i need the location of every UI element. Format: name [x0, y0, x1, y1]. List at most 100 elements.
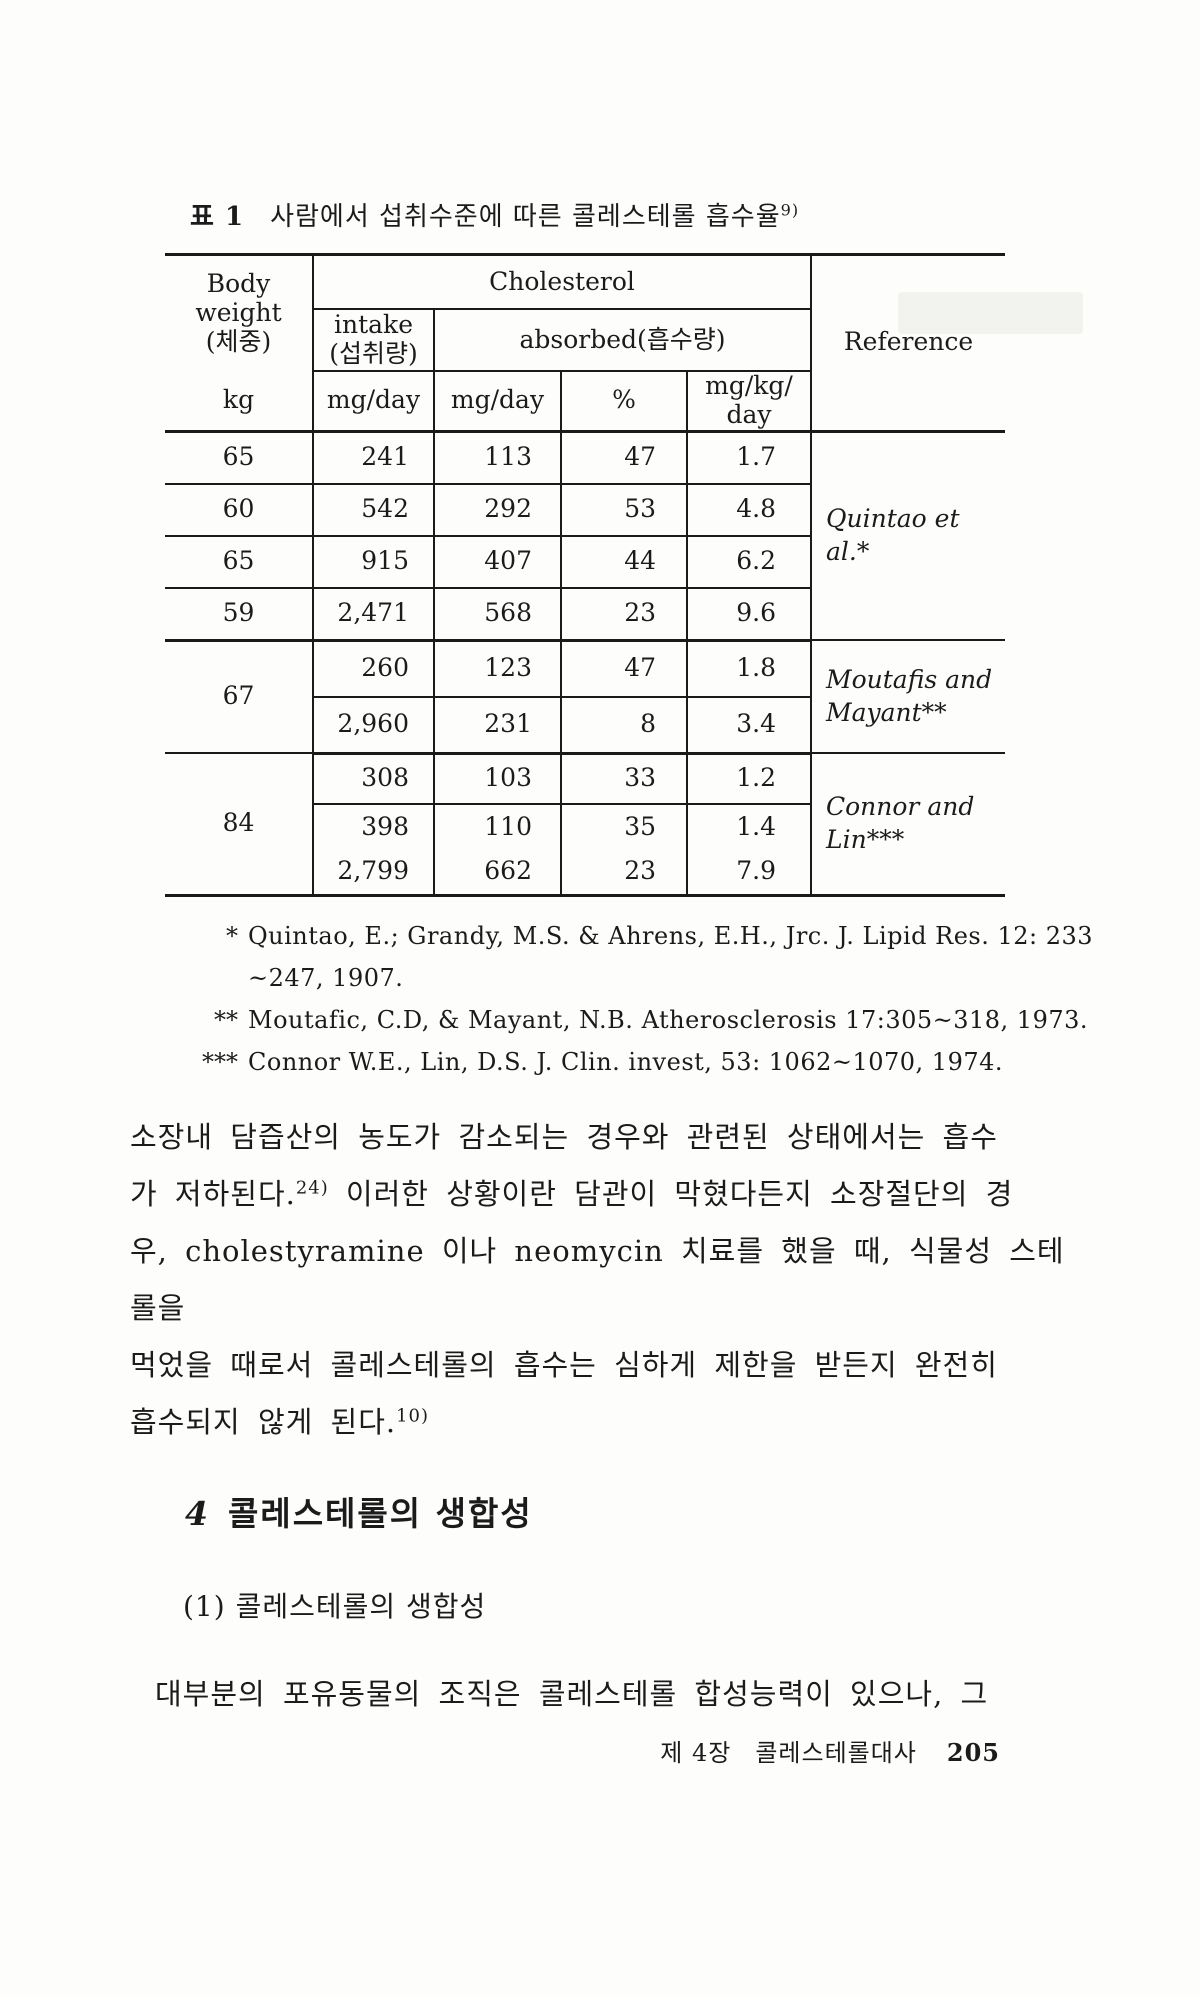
header-body-weight: Body weight (체중) — [165, 254, 314, 371]
header-cholesterol: Cholesterol — [313, 254, 811, 310]
header-body-weight-ko: (체중) — [205, 326, 272, 356]
absorbed-mg-cell: 110 — [434, 803, 562, 850]
header-row-units: kg mg/day mg/day % mg/kg/ day — [165, 371, 1005, 433]
paragraph-text: 이러한 상황이란 담관이 막혔다든지 소장절단의 경 — [328, 1176, 1014, 1211]
reference-line2: Mayant** — [826, 697, 947, 727]
intake-cell: 915 — [313, 535, 435, 589]
absorbed-mg-cell: 662 — [434, 849, 562, 895]
header-body-weight-en: Body weight — [195, 269, 282, 328]
table-footnotes: * Quintao, E.; Grandy, M.S. & Ahrens, E.… — [134, 915, 1200, 1083]
section-title: 콜레스테롤의 생합성 — [227, 1493, 533, 1533]
footnote: * Quintao, E.; Grandy, M.S. & Ahrens, E.… — [134, 915, 1200, 957]
table-caption-text: 사람에서 섭취수준에 따른 콜레스테롤 흡수율 — [270, 202, 781, 232]
kg-cell: 84 — [165, 753, 314, 896]
absorbed-mg-cell: 103 — [434, 753, 562, 805]
footnote-text: Connor W.E., Lin, D.S. J. Clin. invest, … — [248, 1047, 1004, 1076]
absorbed-mg-cell: 292 — [434, 483, 562, 537]
absorbed-mgkg-cell: 9.6 — [687, 587, 812, 642]
paragraph-line: 흡수되지 않게 된다.10) — [130, 1394, 1080, 1451]
kg-cell: 67 — [165, 640, 314, 754]
reference-line1: Moutafis and — [826, 665, 993, 694]
footnote-text: Moutafic, C.D, & Mayant, N.B. Atheroscle… — [248, 1005, 1089, 1034]
subsection-heading: (1) 콜레스테롤의 생합성 — [183, 1589, 487, 1623]
unit-mgkgday-line1: mg/kg/ — [705, 371, 793, 400]
table-row: 2,799 662 23 7.9 — [165, 849, 1005, 895]
absorbed-pct-cell: 23 — [561, 849, 688, 895]
footnote-text: ~247, 1907. — [248, 963, 404, 992]
reference-cell: Quintao et al.* — [811, 431, 1005, 641]
header-intake-ko: (섭취량) — [329, 339, 418, 368]
absorbed-mgkg-cell: 1.8 — [687, 640, 812, 698]
footnote: *** Connor W.E., Lin, D.S. J. Clin. inve… — [134, 1041, 1200, 1083]
absorbed-mgkg-cell: 3.4 — [687, 696, 812, 755]
table-row: 59 2,471 568 23 9.6 — [165, 587, 1005, 642]
footnote-marker: *** — [202, 1047, 238, 1076]
footnote-text: Quintao, E.; Grandy, M.S. & Ahrens, E.H.… — [248, 921, 1094, 950]
paragraph-line: 가 저하된다.24) 이러한 상황이란 담관이 막혔다든지 소장절단의 경 — [130, 1166, 1080, 1223]
absorbed-mgkg-cell: 1.4 — [687, 803, 812, 850]
scanned-book-page: 표 1 사람에서 섭취수준에 따른 콜레스테롤 흡수율9) Body weight… — [0, 196, 1200, 1996]
intake-cell: 2,960 — [313, 696, 435, 755]
reference-cell: Moutafis and Mayant** — [811, 640, 1005, 754]
footer-chapter: 제 4장 — [660, 1738, 732, 1767]
table-row: 60 542 292 53 4.8 — [165, 483, 1005, 537]
absorbed-mg-cell: 568 — [434, 587, 562, 642]
intake-cell: 2,799 — [313, 849, 435, 895]
absorbed-mgkg-cell: 1.2 — [687, 753, 812, 805]
absorbed-mg-cell: 231 — [434, 696, 562, 755]
intake-cell: 398 — [313, 803, 435, 850]
paragraph-line: 먹었을 때로서 콜레스테롤의 흡수는 심하게 제한을 받든지 완전히 — [130, 1347, 998, 1382]
table-row: 67 260 123 47 1.8 Moutafis and Mayant** — [165, 640, 1005, 754]
unit-intake-mgday: mg/day — [312, 371, 434, 433]
header-intake-en: intake — [334, 310, 413, 340]
body-paragraph-2: 대부분의 포유동물의 조직은 콜레스테롤 합성능력이 있으나, 그 — [155, 1676, 989, 1711]
absorbed-mgkg-cell: 6.2 — [687, 535, 812, 589]
intake-cell: 2,471 — [313, 587, 435, 642]
absorbed-pct-cell: 47 — [561, 431, 688, 485]
page-number: 205 — [946, 1737, 1000, 1767]
header-row-2: intake (섭취량) absorbed(흡수량) — [165, 309, 1005, 372]
absorbed-mg-cell: 407 — [434, 535, 562, 589]
kg-cell: 65 — [165, 535, 314, 589]
absorbed-pct-cell: 35 — [561, 803, 688, 850]
kg-cell: 59 — [165, 587, 314, 642]
reference-line2: Lin*** — [826, 824, 905, 854]
absorbed-pct-cell: 44 — [561, 535, 688, 589]
absorbed-pct-cell: 47 — [561, 640, 688, 698]
table-row: 398 110 35 1.4 — [165, 803, 1005, 850]
kg-cell: 60 — [165, 483, 314, 537]
table-row: 84 308 103 33 1.2 Connor and Lin*** — [165, 753, 1005, 896]
intake-cell: 308 — [313, 753, 435, 805]
paragraph-line: 소장내 담즙산의 농도가 감소되는 경우와 관련된 상태에서는 흡수 — [130, 1119, 998, 1154]
footnote-ref-10: 10) — [396, 1404, 429, 1426]
absorbed-mgkg-cell: 7.9 — [687, 849, 812, 895]
absorbed-mg-cell: 123 — [434, 640, 562, 698]
footnote-continuation: ~247, 1907. — [134, 957, 1200, 999]
absorbed-pct-cell: 23 — [561, 587, 688, 642]
footnote: ** Moutafic, C.D, & Mayant, N.B. Atheros… — [134, 999, 1200, 1041]
unit-absorbed-mgday: mg/day — [433, 371, 561, 433]
footnote-marker — [134, 957, 238, 999]
header-reference: Reference — [810, 254, 1005, 433]
header-intake: intake (섭취량) — [313, 309, 435, 372]
header-absorbed: absorbed(흡수량) — [434, 309, 811, 372]
reference-cell: Connor and Lin*** — [811, 753, 1005, 896]
table-caption-label: 표 1 — [190, 202, 245, 232]
absorbed-pct-cell: 53 — [561, 483, 688, 537]
table-row: 65 241 113 47 1.7 Quintao et al.* — [165, 431, 1005, 641]
section-number: 4 — [185, 1493, 210, 1533]
absorbed-mg-cell: 113 — [434, 431, 562, 485]
paragraph-text: 흡수되지 않게 된다. — [130, 1404, 397, 1439]
absorbed-mgkg-cell: 1.7 — [687, 431, 812, 485]
kg-cell: 65 — [165, 431, 314, 485]
absorbed-pct-cell: 33 — [561, 753, 688, 805]
unit-mgkgday-line2: day — [726, 399, 772, 429]
table-caption-footref: 9) — [780, 200, 800, 220]
header-row-1: Body weight (체중) Cholesterol Reference — [165, 254, 1005, 433]
paragraph-line: 우, cholestyramine 이나 neomycin 치료를 했을 때, … — [130, 1233, 1065, 1325]
intake-cell: 260 — [313, 640, 435, 698]
footnote-marker: ** — [214, 1005, 238, 1034]
table-row: 65 915 407 44 6.2 — [165, 535, 1005, 589]
absorbed-pct-cell: 8 — [561, 696, 688, 755]
table-caption: 표 1 사람에서 섭취수준에 따른 콜레스테롤 흡수율9) — [190, 196, 1200, 233]
